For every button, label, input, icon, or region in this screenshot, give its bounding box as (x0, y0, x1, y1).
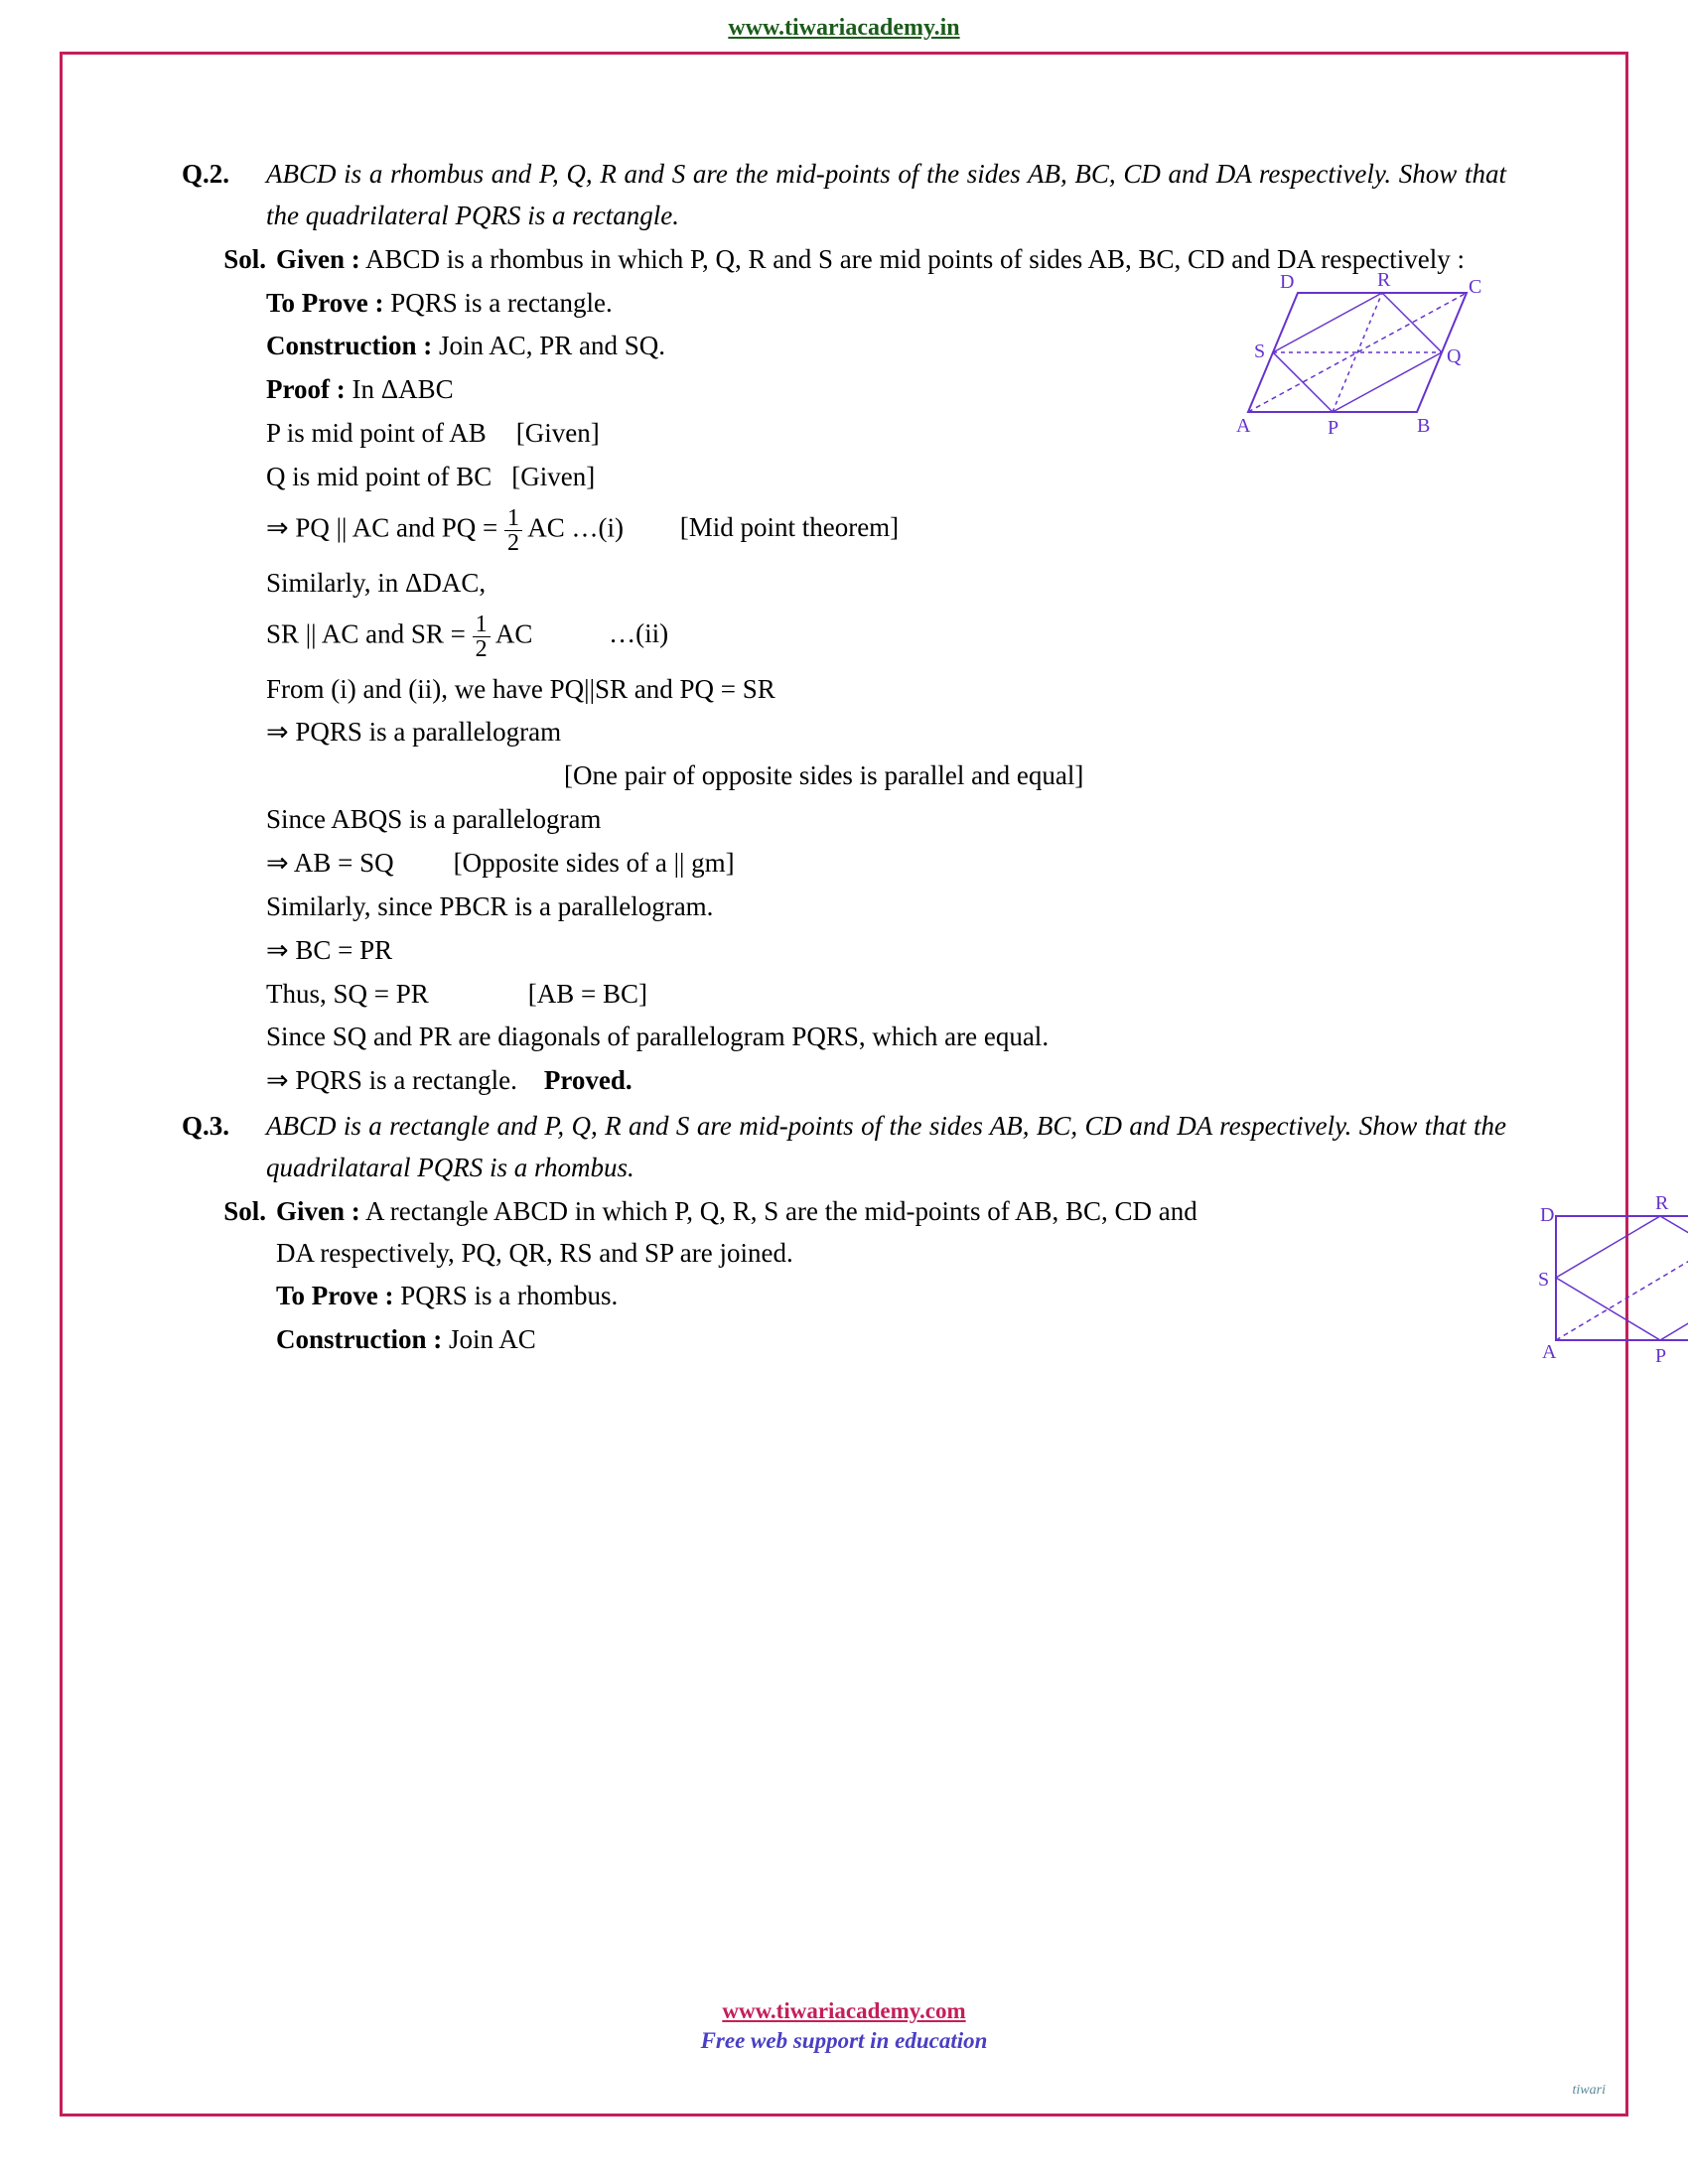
q3-text: ABCD is a rectangle and P, Q, R and S ar… (266, 1106, 1506, 1189)
q2-l7: ⇒ PQRS is a parallelogram (266, 712, 1506, 753)
q2-l12r: [AB = BC] (528, 974, 647, 1016)
q2-l2: Q is mid point of BC (266, 462, 492, 491)
q2-l9: ⇒ AB = SQ (266, 848, 394, 878)
rectangle-figure: A B C D P Q R S (1526, 1191, 1688, 1370)
constr-label: Construction : (266, 331, 432, 360)
header-url[interactable]: www.tiwariacademy.in (0, 0, 1688, 52)
fraction-half: 12 (504, 506, 522, 555)
footer: www.tiwariacademy.com Free web support i… (63, 1998, 1625, 2054)
watermark: tiwari (1573, 2083, 1606, 2099)
q3-label: Q.3. (182, 1106, 266, 1189)
label-S: S (1254, 341, 1265, 362)
sol-label: Sol. (182, 239, 276, 281)
label-P2: P (1655, 1345, 1666, 1367)
solution-3: Sol. A B C D P Q R (182, 1191, 1506, 1363)
question-2: Q.2. ABCD is a rhombus and P, Q, R and S… (182, 154, 1506, 237)
given3-label: Given : (276, 1196, 360, 1226)
constr-text: Join AC, PR and SQ. (432, 331, 665, 360)
sol3-label: Sol. (182, 1191, 276, 1363)
q2-l3b: AC …(i) (527, 512, 624, 542)
prove3-label: To Prove : (276, 1281, 394, 1310)
label-B: B (1417, 415, 1430, 437)
q2-l5c: …(ii) (609, 618, 668, 648)
given3-text: A rectangle ABCD in which P, Q, R, S are… (276, 1196, 1197, 1268)
proved: Proved. (544, 1065, 633, 1095)
q2-l1: P is mid point of AB (266, 418, 487, 448)
label-D: D (1280, 271, 1294, 293)
q2-l7r: [One pair of opposite sides is parallel … (266, 755, 1506, 797)
proof-in: In ΔABC (346, 374, 454, 404)
fraction-half-2: 12 (473, 613, 491, 661)
q2-l5b: AC (495, 618, 533, 648)
label-Q: Q (1447, 345, 1462, 367)
label-A: A (1236, 415, 1251, 437)
prove-text: PQRS is a rectangle. (384, 288, 613, 318)
rhombus-figure: A B C D P Q R S (1218, 263, 1496, 442)
q2-l9r: [Opposite sides of a || gm] (454, 843, 735, 885)
q2-l13: Since SQ and PR are diagonals of paralle… (266, 1017, 1506, 1058)
label-S2: S (1538, 1269, 1549, 1291)
given-label: Given : (276, 244, 360, 274)
prove-label: To Prove : (266, 288, 384, 318)
content: Q.2. ABCD is a rhombus and P, Q, R and S… (182, 154, 1506, 1363)
q2-l11: ⇒ BC = PR (266, 930, 1506, 972)
label-C: C (1469, 276, 1481, 298)
constr3-label: Construction : (276, 1324, 442, 1354)
q2-l12: Thus, SQ = PR (266, 979, 429, 1009)
q2-l3r: [Mid point theorem] (680, 507, 899, 549)
label-R2: R (1655, 1192, 1669, 1214)
label-R: R (1377, 269, 1391, 291)
q2-l2r: [Given] (511, 457, 595, 498)
q2-l3a: ⇒ PQ || AC and PQ = (266, 512, 504, 542)
prove3-text: PQRS is a rhombus. (394, 1281, 619, 1310)
q2-l4: Similarly, in ΔDAC, (266, 563, 1506, 605)
q2-l8: Since ABQS is a parallelogram (266, 799, 1506, 841)
q2-l6: From (i) and (ii), we have PQ||SR and PQ… (266, 669, 1506, 711)
label-D2: D (1540, 1204, 1554, 1226)
label-P: P (1328, 417, 1338, 439)
q2-l10: Similarly, since PBCR is a parallelogram… (266, 887, 1506, 928)
q2-label: Q.2. (182, 154, 266, 237)
page-border: Q.2. ABCD is a rhombus and P, Q, R and S… (60, 52, 1628, 2116)
label-A2: A (1542, 1341, 1557, 1363)
constr3-text: Join AC (442, 1324, 536, 1354)
proof-label: Proof : (266, 374, 346, 404)
question-3: Q.3. ABCD is a rectangle and P, Q, R and… (182, 1106, 1506, 1189)
footer-url[interactable]: www.tiwariacademy.com (63, 1998, 1625, 2024)
q2-l14: ⇒ PQRS is a rectangle. (266, 1065, 517, 1095)
q2-l1r: [Given] (516, 413, 600, 455)
footer-subtitle: Free web support in education (63, 2028, 1625, 2054)
q2-text: ABCD is a rhombus and P, Q, R and S are … (266, 154, 1506, 237)
q2-l5a: SR || AC and SR = (266, 618, 473, 648)
